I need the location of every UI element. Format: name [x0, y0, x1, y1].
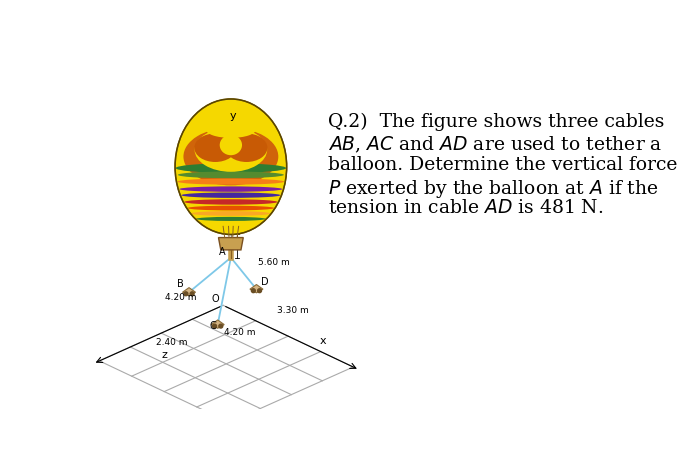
Polygon shape	[211, 320, 224, 328]
Text: y: y	[230, 111, 237, 121]
Text: tension in cable $AD$ is 481 N.: tension in cable $AD$ is 481 N.	[328, 199, 603, 217]
Ellipse shape	[183, 128, 279, 185]
Text: O: O	[211, 294, 219, 304]
Ellipse shape	[196, 217, 266, 221]
Ellipse shape	[188, 206, 274, 210]
Text: B: B	[176, 279, 183, 289]
Text: 3.30 m: 3.30 m	[277, 306, 309, 315]
Ellipse shape	[195, 128, 267, 172]
Text: $AB$, $AC$ and $AD$ are used to tether a: $AB$, $AC$ and $AD$ are used to tether a	[328, 134, 662, 155]
Circle shape	[251, 289, 256, 293]
Ellipse shape	[195, 134, 236, 162]
Text: $P$ exerted by the balloon at $A$ if the: $P$ exerted by the balloon at $A$ if the	[328, 178, 659, 200]
Text: A: A	[219, 246, 226, 257]
Text: 2.40 m: 2.40 m	[155, 338, 187, 347]
Text: 4.20 m: 4.20 m	[224, 328, 256, 336]
Ellipse shape	[220, 135, 242, 155]
Ellipse shape	[184, 199, 278, 205]
Circle shape	[258, 289, 262, 293]
Circle shape	[184, 292, 188, 296]
Text: x: x	[320, 336, 327, 346]
Polygon shape	[218, 238, 244, 250]
Polygon shape	[250, 285, 263, 293]
Ellipse shape	[179, 186, 283, 192]
Text: 4.20 m: 4.20 m	[165, 293, 197, 302]
Circle shape	[219, 324, 223, 328]
Circle shape	[213, 324, 216, 328]
Ellipse shape	[175, 99, 287, 235]
Text: D: D	[261, 277, 269, 287]
Text: C: C	[209, 321, 216, 331]
Ellipse shape	[176, 163, 286, 173]
Text: balloon. Determine the vertical force: balloon. Determine the vertical force	[328, 156, 677, 174]
Ellipse shape	[181, 192, 281, 198]
Circle shape	[190, 292, 194, 296]
Ellipse shape	[225, 134, 267, 162]
Ellipse shape	[191, 211, 270, 216]
Ellipse shape	[178, 179, 284, 185]
Polygon shape	[183, 288, 195, 296]
Text: Q.2)  The figure shows three cables: Q.2) The figure shows three cables	[328, 113, 664, 131]
Text: 5.60 m: 5.60 m	[258, 257, 290, 267]
Ellipse shape	[178, 172, 284, 178]
Text: z: z	[162, 350, 168, 360]
Ellipse shape	[206, 121, 256, 138]
